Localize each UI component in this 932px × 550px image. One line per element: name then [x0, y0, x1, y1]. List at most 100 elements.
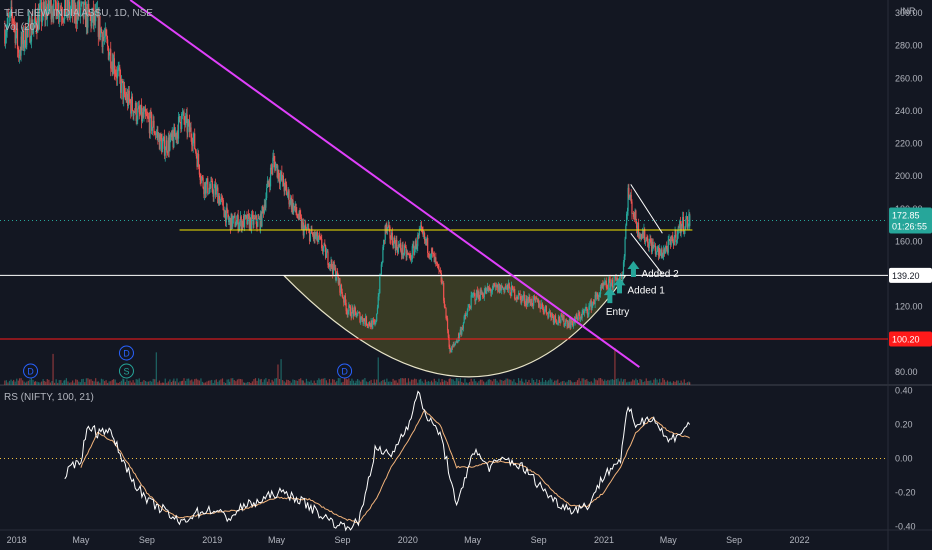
volume-bar	[642, 382, 644, 385]
volume-bar	[135, 379, 137, 385]
event-marker-circle[interactable]	[118, 363, 134, 379]
volume-bar	[488, 379, 490, 385]
volume-bar	[511, 381, 513, 385]
candle-body	[583, 310, 586, 313]
candle-body	[376, 313, 378, 322]
volume-bar	[96, 381, 98, 385]
candle-body	[464, 314, 466, 317]
candle-body	[430, 256, 432, 258]
candle-body	[101, 32, 103, 47]
candle-body	[318, 234, 320, 240]
candle-body	[537, 299, 540, 308]
candle-body	[388, 225, 390, 227]
volume-bar	[508, 379, 510, 385]
volume-bar	[198, 380, 200, 385]
volume-bar	[103, 381, 106, 385]
candle-body	[24, 26, 26, 44]
candle-body	[107, 39, 109, 47]
candle-body	[679, 221, 681, 228]
candle-body	[677, 227, 679, 235]
candle-body	[303, 227, 305, 236]
candle-body	[255, 215, 257, 224]
volume-bar	[177, 382, 180, 385]
volume-bar	[570, 381, 572, 385]
event-marker-circle[interactable]	[23, 363, 39, 379]
candle-body	[432, 251, 434, 253]
candle-body	[291, 199, 293, 210]
event-marker[interactable]: D	[118, 345, 134, 361]
candle-body	[315, 231, 318, 237]
resistance-price-tag[interactable]	[889, 267, 932, 283]
candle-body	[330, 260, 332, 267]
volume-bar	[377, 357, 379, 385]
volume-bar	[17, 380, 19, 385]
candle-body	[128, 90, 130, 100]
candle-body	[435, 257, 437, 262]
volume-bar	[298, 379, 300, 385]
candle-body	[548, 311, 551, 313]
candle-body	[420, 225, 423, 228]
candle-body	[196, 155, 198, 167]
candle-body	[436, 261, 438, 263]
candle-body	[349, 306, 351, 316]
candle-body	[411, 246, 413, 260]
candle-body	[367, 325, 369, 326]
candle-body	[69, 11, 71, 16]
candle-body	[523, 294, 525, 303]
candle-body	[443, 300, 446, 308]
volume-bar	[245, 382, 247, 385]
candle-body	[286, 194, 289, 196]
volume-bar	[519, 380, 521, 385]
candle-body	[425, 239, 427, 244]
candle-body	[274, 161, 276, 171]
candle-body	[47, 0, 49, 10]
volume-bar	[403, 378, 405, 385]
volume-bar	[25, 382, 27, 385]
candle-body	[343, 295, 346, 303]
candle-body	[576, 314, 578, 318]
volume-bar	[13, 379, 15, 385]
volume-bar	[51, 381, 53, 385]
volume-bar	[233, 380, 235, 385]
candle-body	[16, 28, 19, 49]
candle-body	[188, 120, 191, 132]
candle-body	[223, 210, 225, 218]
event-marker[interactable]: S	[118, 363, 134, 379]
candle-body	[18, 54, 21, 59]
volume-bar	[278, 378, 281, 385]
volume-bar	[593, 378, 595, 385]
event-marker-circle[interactable]	[118, 345, 134, 361]
event-marker[interactable]: D	[23, 363, 39, 379]
candle-body	[673, 237, 675, 246]
candle-body	[615, 277, 618, 280]
volume-bar	[465, 382, 468, 385]
candle-body	[79, 1, 81, 15]
candle-body	[195, 151, 197, 156]
support-price-tag[interactable]	[889, 331, 932, 347]
candle-body	[630, 194, 632, 202]
volume-bar	[554, 380, 556, 385]
volume-bar	[481, 379, 483, 385]
candle-body	[532, 304, 534, 306]
candle-body	[156, 132, 158, 134]
candle-body	[254, 218, 256, 219]
volume-bar	[504, 380, 506, 385]
support-price-tag-text: 100.20	[892, 334, 920, 344]
volume-bar	[599, 378, 602, 385]
event-marker[interactable]: D	[337, 363, 353, 379]
candle-body	[315, 236, 317, 239]
candle-body	[612, 287, 614, 288]
volume-bar	[11, 381, 14, 385]
candle-body	[512, 286, 514, 292]
candle-body	[177, 131, 179, 139]
volume-bar	[436, 382, 438, 385]
candle-body	[668, 239, 670, 241]
volume-bar	[116, 382, 118, 385]
event-marker-circle[interactable]	[337, 363, 353, 379]
candle-body	[494, 285, 497, 287]
volume-bar	[232, 378, 234, 385]
candle-body	[25, 26, 27, 48]
candle-body	[341, 291, 343, 297]
last-price-tag[interactable]	[889, 207, 932, 234]
